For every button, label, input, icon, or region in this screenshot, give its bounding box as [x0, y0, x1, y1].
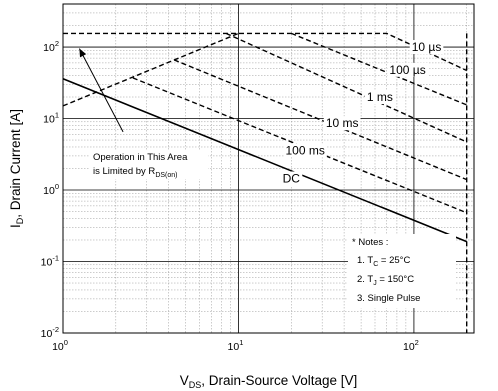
- curve-label-background: [409, 40, 444, 55]
- annotation-rds-subscript: DS(on): [155, 172, 177, 179]
- curve-label: DC: [283, 171, 301, 185]
- x-tick-label: 100: [52, 338, 68, 353]
- y-tick-label: 100: [43, 182, 59, 197]
- notes-box: * Notes : 1. TC = 25°C 2. TJ = 150°C 3. …: [348, 234, 456, 308]
- curve-label-background: [280, 171, 303, 186]
- note-item: 3. Single Pulse: [357, 293, 420, 304]
- annotation-box: [90, 150, 208, 179]
- y-tick-label: 101: [43, 111, 59, 126]
- curve-rds-on-limit: [62, 32, 239, 107]
- curve-label: 100 ms: [285, 143, 324, 157]
- x-tick-label: 102: [403, 338, 419, 353]
- annotation-arrowhead: [79, 48, 87, 58]
- notes-title: * Notes :: [352, 237, 388, 248]
- rdson-annotation: Operation in This Area is Limited by RDS…: [78, 48, 208, 179]
- annotation-rds-text: is Limited by R: [93, 166, 155, 177]
- curve-label: 10 ms: [326, 116, 359, 130]
- note-item: 1. TC = 25°C: [357, 255, 410, 268]
- curve-1-ms: [225, 32, 467, 143]
- y-tick-labels: 10-2 10-1 100 101 102: [41, 39, 59, 340]
- y-tick-label: 10-1: [41, 254, 59, 269]
- notes-background: [348, 234, 456, 308]
- x-axis-label: VDS, Drain-Source Voltage [V]: [180, 373, 358, 390]
- curve-label: 100 µs: [389, 63, 425, 77]
- annotation-line-1: Operation in This Area: [93, 152, 188, 163]
- curve-label: 1 ms: [367, 90, 393, 104]
- curve-10-ms: [173, 59, 467, 181]
- curve-10-s: [63, 32, 467, 72]
- y-tick-label: 10-2: [41, 325, 59, 340]
- curve-label: 10 µs: [412, 40, 442, 54]
- curve-label-background: [364, 90, 395, 105]
- note-item: 2. TJ = 150°C: [357, 274, 414, 287]
- curve-label-background: [323, 116, 361, 131]
- plot-frame: [62, 3, 475, 334]
- curve-label-background: [387, 62, 428, 77]
- y-axis-label: ID, Drain Current [A]: [8, 109, 25, 228]
- x-tick-label: 101: [228, 338, 244, 353]
- annotation-line-2: is Limited by RDS(on): [93, 166, 178, 179]
- y-tick-label: 102: [43, 39, 59, 54]
- soa-curves: [62, 32, 468, 333]
- x-tick-labels: 100 101 102: [52, 338, 419, 353]
- curve-label-background: [283, 143, 327, 158]
- curve-dc: [62, 78, 467, 243]
- annotation-arrow: [78, 48, 124, 133]
